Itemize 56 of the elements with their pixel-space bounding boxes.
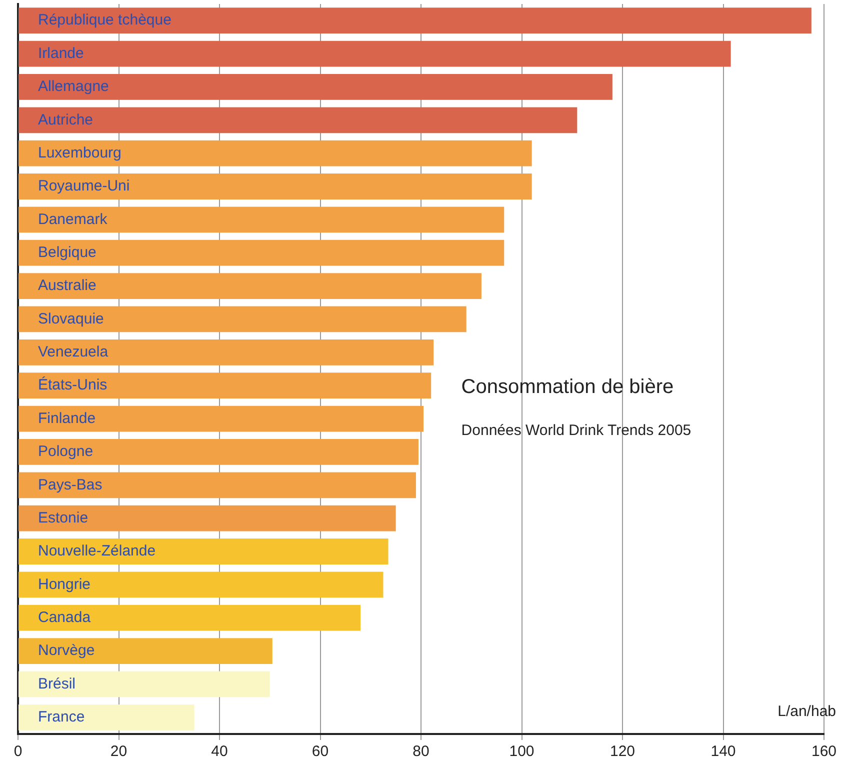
x-tick-label: 160 [811, 743, 837, 760]
y-tick-label: Pologne [38, 443, 94, 460]
bar [18, 206, 504, 233]
bar [18, 140, 532, 166]
bar [18, 572, 384, 598]
bar [18, 372, 432, 399]
y-tick-label: Estonie [38, 509, 88, 526]
bar [18, 472, 416, 498]
bar [18, 107, 578, 134]
bar [18, 439, 418, 465]
y-tick-label: Australie [38, 277, 96, 294]
y-tick-label: Slovaquie [38, 310, 104, 328]
bar [18, 505, 396, 532]
bar [18, 538, 388, 564]
y-tick-label: Nouvelle-Zélande [38, 542, 156, 560]
y-tick-label: Pays-Bas [38, 476, 102, 494]
x-tick-label: 140 [710, 743, 736, 760]
text: Données World Drink Trends 2005 [461, 422, 692, 440]
y-tick-label: Autriche [38, 111, 94, 128]
y-tick-label: Brésil [38, 675, 76, 692]
x-tick-label: 0 [14, 743, 22, 760]
y-tick-label: Finlande [38, 410, 96, 427]
x-tick-label: 20 [110, 743, 128, 760]
x-tick-label: 100 [509, 743, 534, 760]
x-tick-label: 80 [412, 743, 430, 760]
x-tick-label: 60 [312, 743, 329, 760]
y-tick-label: Canada [38, 609, 92, 626]
y-tick-label: Luxembourg [38, 144, 122, 162]
y-tick-label: Royaume-Uni [38, 178, 130, 195]
y-tick-label: Allemagne [38, 78, 109, 96]
bar [18, 8, 812, 34]
y-tick-label: République tchèque [38, 12, 172, 29]
x-tick-label: 120 [610, 743, 636, 760]
y-tick-label: Norvège [38, 642, 95, 660]
y-tick-label: Hongrie [38, 576, 91, 593]
bar [18, 306, 466, 332]
bar [18, 671, 270, 698]
bar [18, 74, 612, 100]
bar [18, 240, 504, 266]
bar [18, 604, 361, 631]
bar [18, 174, 532, 200]
y-tick-label: Irlande [38, 44, 84, 62]
bar [18, 273, 482, 299]
y-tick-label: Venezuela [38, 344, 109, 361]
bar [18, 704, 194, 730]
x-axis-title: L/an/hab [778, 703, 836, 720]
y-tick-label: France [38, 708, 85, 726]
y-tick-label: Belgique [38, 244, 96, 262]
bar [18, 339, 434, 366]
bar [18, 406, 424, 432]
bar [18, 638, 272, 664]
text: Consommation de bière [461, 376, 674, 398]
y-tick-label: États-Unis [38, 376, 108, 394]
x-tick-label: 40 [211, 743, 228, 760]
y-tick-label: Danemark [38, 210, 108, 228]
bar [18, 40, 731, 67]
